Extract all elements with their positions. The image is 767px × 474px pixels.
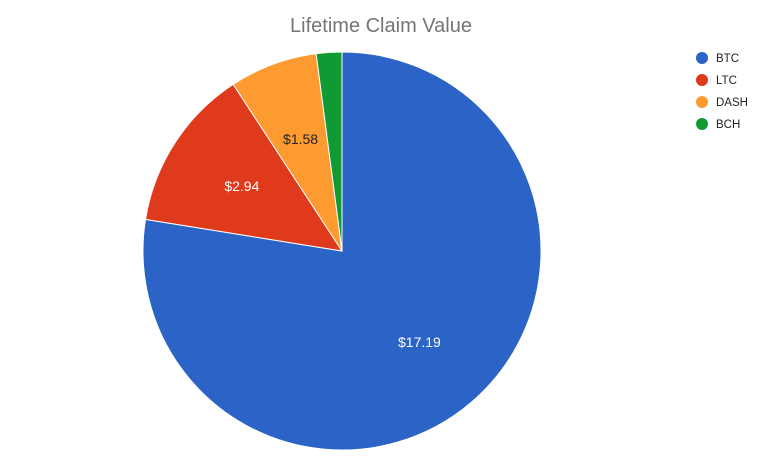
legend-label-dash[interactable]: DASH	[716, 97, 748, 109]
legend-label-bch[interactable]: BCH	[716, 119, 740, 131]
pie-slice-ltc[interactable]	[144, 83, 344, 252]
slice-label-dash: $1.58	[283, 131, 318, 147]
legend-swatch-dash[interactable]	[696, 96, 708, 108]
legend-swatch-btc[interactable]	[696, 52, 708, 64]
pie-slice-bch[interactable]	[315, 51, 343, 252]
legend: BTC LTC DASH BCH	[696, 52, 748, 131]
chart-title: Lifetime Claim Value	[290, 15, 472, 37]
slice-label-ltc: $2.94	[224, 178, 259, 194]
pie-slices	[142, 51, 542, 451]
legend-swatch-ltc[interactable]	[696, 74, 708, 86]
legend-label-ltc[interactable]: LTC	[716, 75, 737, 87]
legend-swatch-bch[interactable]	[696, 118, 708, 130]
legend-label-btc[interactable]: BTC	[716, 53, 739, 65]
slice-labels: $17.19 $2.94 $1.58	[224, 131, 441, 350]
slice-label-btc: $17.19	[398, 334, 441, 350]
